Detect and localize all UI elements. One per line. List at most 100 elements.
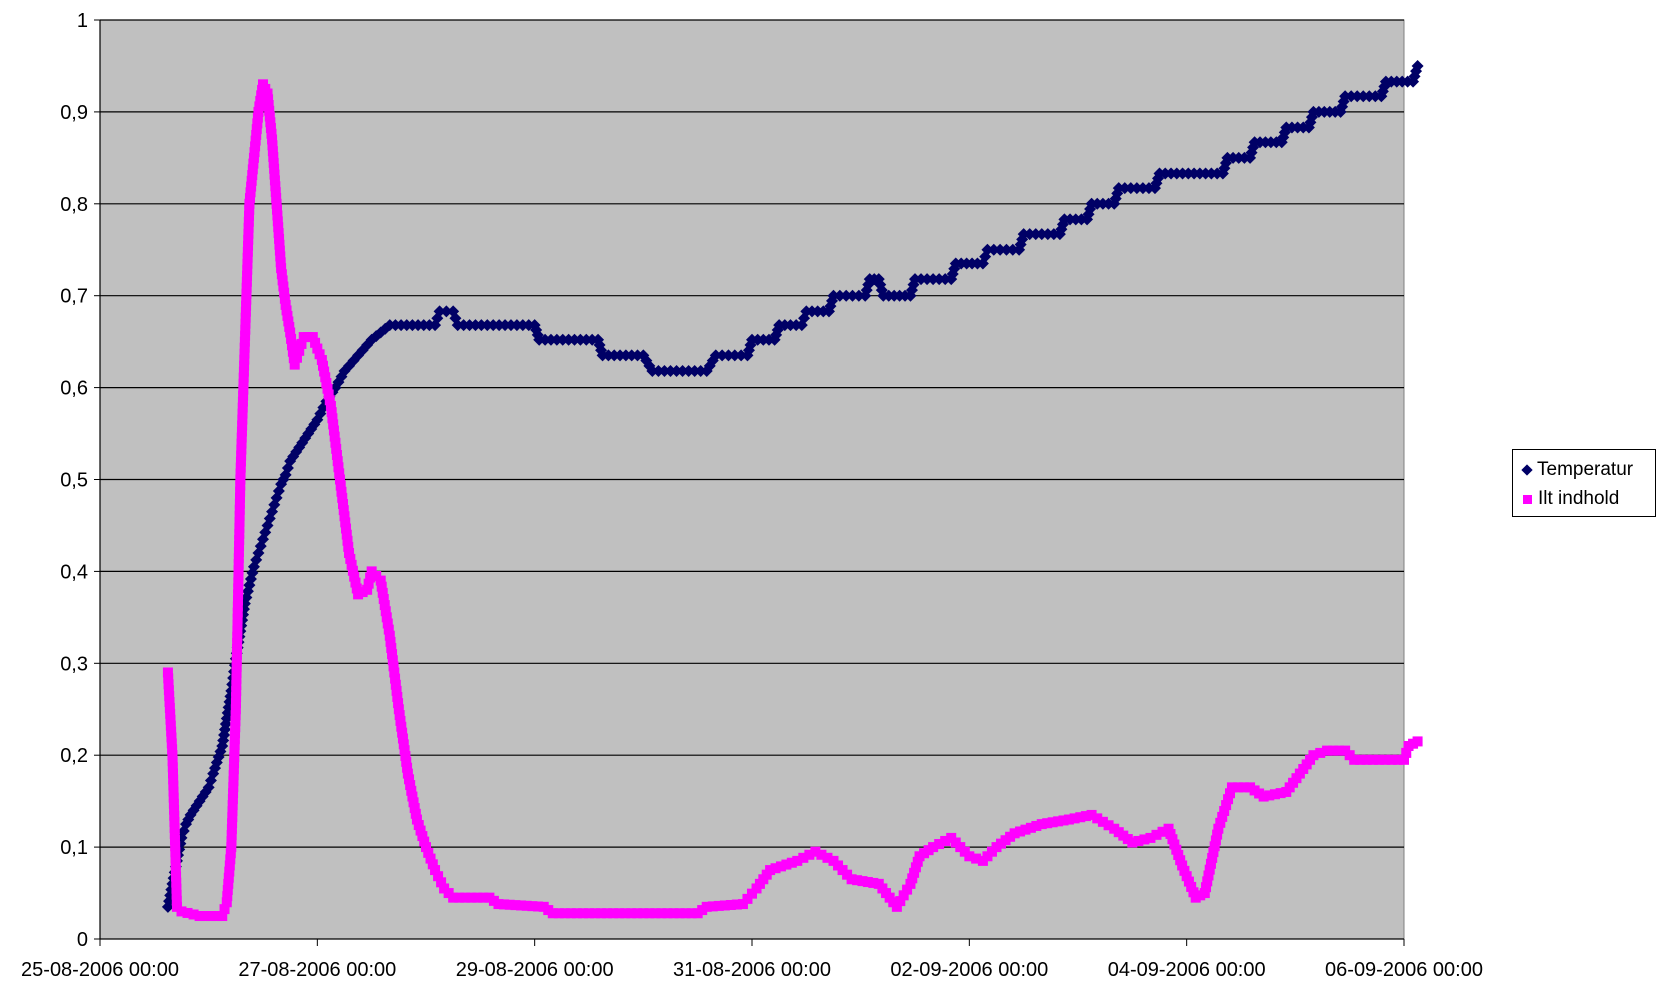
series-marker-square [1201, 882, 1212, 893]
series-marker-square [430, 865, 441, 876]
series-marker-square [247, 170, 258, 181]
series-marker-square [393, 704, 404, 715]
series-marker-square [1223, 794, 1234, 805]
series-marker-square [280, 299, 291, 310]
x-tick-label: 06-09-2006 00:00 [1325, 959, 1483, 981]
series-marker-square [329, 431, 340, 442]
series-marker-square [227, 794, 238, 805]
series-marker-diamond [1035, 228, 1048, 241]
series-marker-diamond [646, 365, 659, 378]
series-marker-square [390, 673, 401, 684]
series-marker-square [1239, 782, 1250, 793]
series-marker-square [245, 187, 256, 198]
series-marker-square [786, 857, 797, 868]
series-marker-square [224, 866, 235, 877]
series-marker-square [804, 849, 815, 860]
series-marker-square [234, 534, 245, 545]
series-marker-square [822, 852, 833, 863]
series-marker-square [1322, 745, 1333, 756]
series-marker-square [228, 776, 239, 787]
series-marker-diamond [833, 289, 846, 302]
series-marker-diamond [933, 273, 946, 286]
series-marker-square [713, 900, 724, 911]
series-marker-square [169, 816, 180, 827]
series-marker-square [632, 908, 643, 919]
series-marker-square [267, 134, 278, 145]
series-marker-square [846, 874, 857, 885]
series-marker-square [243, 228, 254, 239]
series-marker-square [263, 100, 274, 111]
series-marker-square [644, 908, 655, 919]
series-marker-square [747, 888, 757, 899]
series-marker-square [662, 908, 673, 919]
series-marker-square [781, 859, 792, 870]
series-marker-square [971, 853, 982, 864]
series-marker-square [1020, 824, 1031, 835]
series-marker-square [419, 836, 430, 847]
series-marker-square [240, 330, 251, 341]
series-marker-square [229, 752, 240, 763]
series-marker-square [378, 593, 389, 604]
series-marker-square [389, 667, 400, 678]
series-marker-square [478, 892, 489, 903]
series-marker-square [254, 101, 265, 112]
series-marker-square [417, 831, 428, 842]
series-marker-square [1212, 829, 1223, 840]
series-marker-square [225, 854, 236, 865]
series-marker-square [1177, 860, 1188, 871]
series-marker-square [731, 899, 742, 910]
series-marker-square [350, 577, 361, 588]
series-marker-square [1173, 849, 1184, 860]
series-marker-square [338, 505, 349, 516]
series-marker-square [231, 680, 242, 691]
series-marker-square [379, 600, 390, 611]
series-marker-diamond [433, 305, 446, 318]
series-marker-square [169, 810, 180, 821]
series-marker-square [337, 492, 348, 503]
series-marker-square [668, 908, 679, 919]
series-marker-square [176, 906, 187, 917]
series-marker-diamond [1017, 228, 1030, 241]
series-marker-square [1205, 858, 1216, 869]
series-marker-square [584, 908, 594, 919]
series-marker-square [1181, 871, 1192, 882]
series-marker-square [228, 782, 239, 793]
series-marker-square [472, 892, 483, 903]
series-marker-square [263, 94, 274, 105]
series-marker-square [590, 908, 601, 919]
series-marker-square [377, 587, 388, 598]
series-marker-diamond [846, 289, 859, 302]
series-marker-square [234, 541, 245, 552]
series-marker-square [286, 333, 297, 344]
series-marker-square [233, 589, 244, 600]
series-marker-square [240, 318, 251, 329]
series-marker-square [274, 233, 285, 244]
series-marker-square [401, 756, 412, 767]
series-marker-square [816, 849, 827, 860]
series-marker-square [1069, 813, 1080, 824]
series-marker-square [170, 865, 181, 876]
series-marker-square [1151, 829, 1162, 840]
series-marker-square [1036, 819, 1047, 830]
series-marker-square [1401, 747, 1412, 758]
series-marker-square [235, 486, 246, 497]
series-marker-square [321, 378, 332, 389]
series-marker-square [239, 348, 250, 359]
series-marker-square [1209, 841, 1220, 852]
series-marker-square [1175, 855, 1186, 866]
series-marker-square [283, 316, 294, 327]
series-marker-diamond [709, 349, 722, 362]
series-marker-square [386, 642, 397, 653]
series-marker-square [433, 871, 444, 882]
series-marker-square [224, 860, 235, 871]
x-tick-label: 04-09-2006 00:00 [1108, 959, 1266, 981]
series-marker-diamond [909, 273, 921, 286]
series-marker-square [171, 877, 182, 888]
series-marker-square [269, 169, 280, 180]
x-tick-label: 02-09-2006 00:00 [890, 959, 1048, 981]
series-marker-square [342, 535, 353, 546]
series-marker-square [410, 808, 421, 819]
series-marker-square [1215, 817, 1226, 828]
series-marker-square [291, 352, 302, 363]
